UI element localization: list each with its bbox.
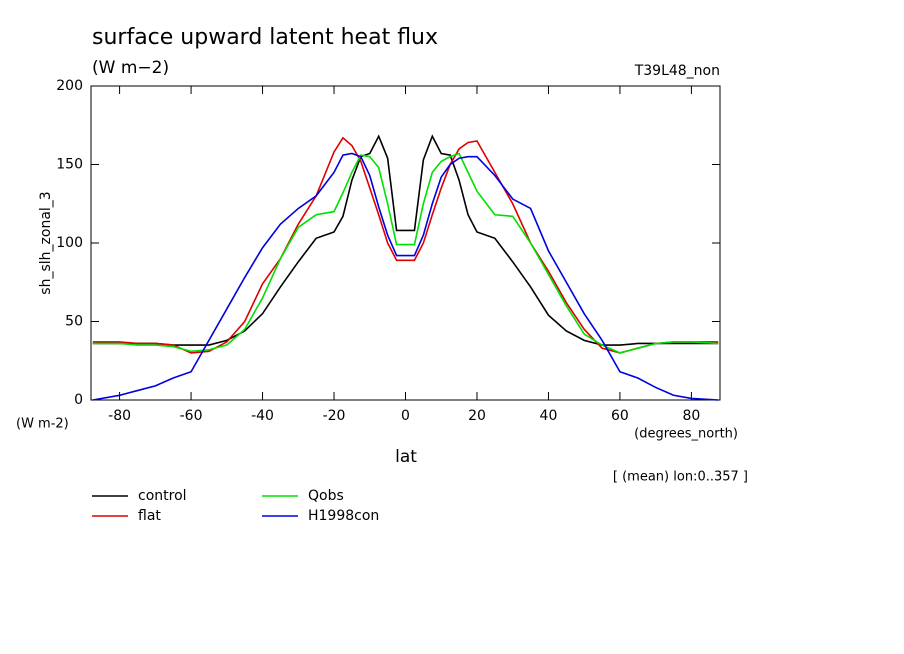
plot-frame bbox=[90, 85, 721, 401]
x-tick-label: -80 bbox=[108, 408, 131, 424]
subtitle: (W m−2) bbox=[92, 58, 169, 78]
y-tick-label: 150 bbox=[56, 157, 83, 173]
y-tick-label: 200 bbox=[56, 78, 83, 94]
x-tick-label: -20 bbox=[323, 408, 346, 424]
x-tick-label: 20 bbox=[468, 408, 486, 424]
legend-label: Qobs bbox=[308, 488, 344, 504]
y-tick-label: 100 bbox=[56, 235, 83, 251]
run-label: T39L48_non bbox=[634, 63, 720, 79]
x-tick-label: -40 bbox=[251, 408, 274, 424]
x-units: (degrees_north) bbox=[634, 427, 738, 442]
series-line bbox=[92, 134, 719, 346]
x-tick-label: 60 bbox=[611, 408, 629, 424]
note: [ (mean) lon:0..357 ] bbox=[613, 470, 748, 485]
y-tick-label: 50 bbox=[65, 314, 83, 330]
x-tick-label: 80 bbox=[682, 408, 700, 424]
legend-label: flat bbox=[138, 508, 161, 524]
series-line bbox=[92, 152, 719, 401]
x-tick-label: 40 bbox=[540, 408, 558, 424]
y-tick-label: 0 bbox=[74, 392, 83, 408]
series-line bbox=[92, 152, 719, 354]
chart-title: surface upward latent heat flux bbox=[92, 25, 438, 50]
legend-label: H1998con bbox=[308, 508, 379, 524]
legend-label: control bbox=[138, 488, 187, 504]
x-tick-label: 0 bbox=[401, 408, 410, 424]
y-axis-label: sh_slh_zonal_3 bbox=[38, 191, 54, 294]
y-units: (W m-2) bbox=[16, 417, 69, 432]
x-tick-label: -60 bbox=[180, 408, 203, 424]
x-axis-label: lat bbox=[395, 447, 417, 467]
series-line bbox=[92, 136, 719, 354]
